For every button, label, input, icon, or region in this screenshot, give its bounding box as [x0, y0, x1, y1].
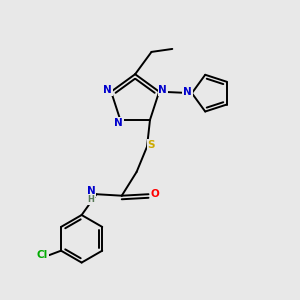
Text: Cl: Cl — [37, 250, 48, 260]
Text: N: N — [114, 118, 123, 128]
Text: O: O — [151, 189, 159, 199]
Text: H: H — [88, 195, 94, 204]
Text: S: S — [148, 140, 155, 150]
Text: N: N — [183, 87, 192, 97]
Text: N: N — [158, 85, 167, 95]
Text: N: N — [103, 85, 112, 95]
Text: N: N — [87, 186, 95, 196]
